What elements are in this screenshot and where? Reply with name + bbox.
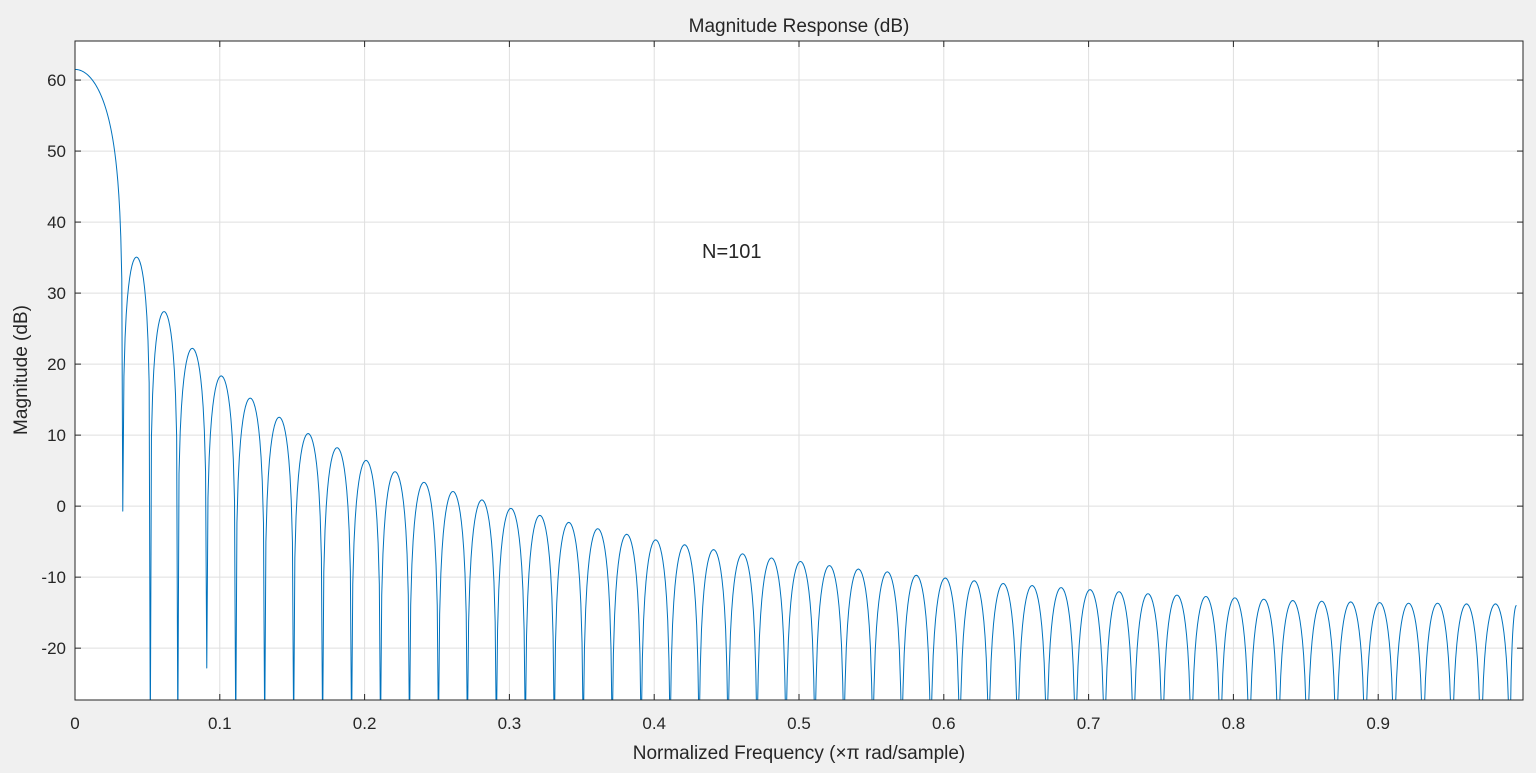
y-tick-label: 40 <box>47 213 66 232</box>
x-tick-label: 0.9 <box>1366 714 1390 733</box>
x-tick-label: 0.3 <box>498 714 522 733</box>
magnitude-curve <box>75 68 1517 700</box>
x-tick-label: 0.2 <box>353 714 377 733</box>
x-tick-label: 0.7 <box>1077 714 1101 733</box>
x-axis-label: Normalized Frequency (×π rad/sample) <box>633 743 966 764</box>
x-tick-label: 0.8 <box>1222 714 1246 733</box>
y-tick-label: 0 <box>57 497 66 516</box>
x-tick-label: 0.5 <box>787 714 811 733</box>
y-tick-label: -10 <box>41 568 66 587</box>
x-axis-ticks: 0 0.1 0.2 0.3 0.4 0.5 0.6 0.7 0.8 0.9 <box>70 41 1390 733</box>
y-axis-ticks: 60 50 40 30 20 10 0 -10 -20 <box>41 71 1523 658</box>
y-tick-label: 10 <box>47 426 66 445</box>
y-tick-label: 20 <box>47 355 66 374</box>
y-tick-label: 60 <box>47 71 66 90</box>
annotation-n: N=101 <box>702 241 762 263</box>
y-tick-label: -20 <box>41 639 66 658</box>
x-tick-label: 0.4 <box>642 714 666 733</box>
grid <box>75 41 1523 700</box>
x-tick-label: 0 <box>70 714 79 733</box>
x-tick-label: 0.1 <box>208 714 232 733</box>
x-tick-label: 0.6 <box>932 714 956 733</box>
y-tick-label: 50 <box>47 142 66 161</box>
y-axis-label: Magnitude (dB) <box>11 305 32 435</box>
chart-title: Magnitude Response (dB) <box>689 16 910 37</box>
y-tick-label: 30 <box>47 284 66 303</box>
